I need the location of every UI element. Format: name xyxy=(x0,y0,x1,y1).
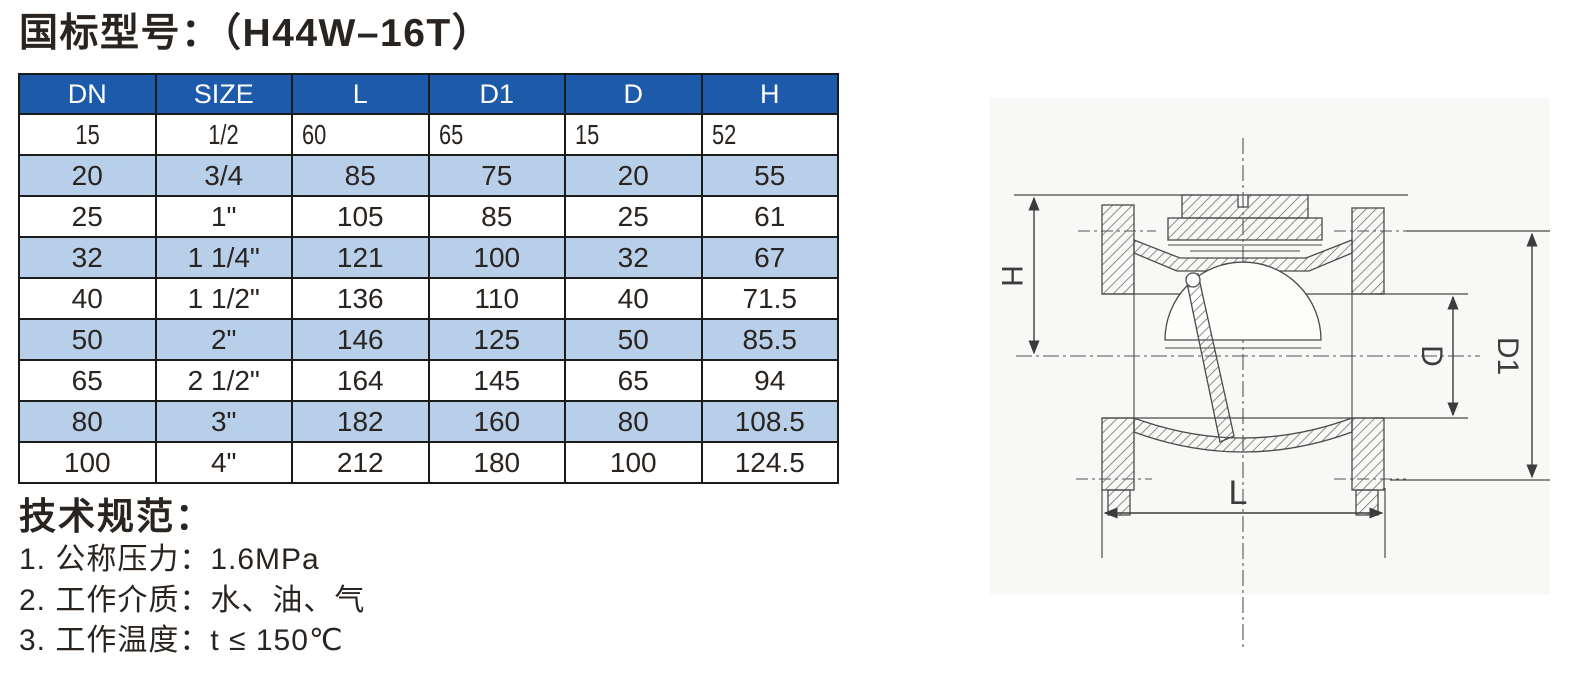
table-cell: 3/4 xyxy=(154,154,293,197)
table-cell: 180 xyxy=(427,441,566,484)
table-cell: 80 xyxy=(18,400,157,443)
specs-list: 1. 公称压力：1.6MPa 2. 工作介质：水、油、气 3. 工作温度：t ≤… xyxy=(19,540,365,662)
table-cell: 1 1/2" xyxy=(154,277,293,320)
table-cell: 3" xyxy=(154,400,293,443)
table-cell: 67 xyxy=(700,236,839,279)
table-cell: 85.5 xyxy=(700,318,839,361)
table-cell: 124.5 xyxy=(700,441,839,484)
table-cell: 1/2 xyxy=(154,113,293,156)
table-cell: 94 xyxy=(700,359,839,402)
table-cell: 25 xyxy=(564,195,703,238)
column-header-h: H xyxy=(700,73,839,115)
table-cell: 61 xyxy=(700,195,839,238)
table-row: 20 3/4 85 75 20 55 xyxy=(18,154,839,197)
table-cell: 160 xyxy=(427,400,566,443)
table-cell: 100 xyxy=(564,441,703,484)
spec-item-temperature: 3. 工作温度：t ≤ 150℃ xyxy=(19,624,344,657)
table-cell: 55 xyxy=(700,154,839,197)
table-cell: 164 xyxy=(291,359,430,402)
table-cell: 20 xyxy=(564,154,703,197)
table-cell: 50 xyxy=(18,318,157,361)
table-cell: 20 xyxy=(18,154,157,197)
table-cell: 85 xyxy=(291,154,430,197)
table-cell: 110 xyxy=(427,277,566,320)
table-cell: 40 xyxy=(18,277,157,320)
table-cell: 4" xyxy=(154,441,293,484)
table-row: 25 1" 105 85 25 61 xyxy=(18,195,839,238)
dim-label-l: L xyxy=(1229,474,1248,512)
table-cell: 146 xyxy=(291,318,430,361)
table-cell: 32 xyxy=(18,236,157,279)
table-cell: 2 1/2" xyxy=(154,359,293,402)
table-cell: 65 xyxy=(18,359,157,402)
table-cell: 145 xyxy=(427,359,566,402)
table-cell: 71.5 xyxy=(700,277,839,320)
table-cell: 182 xyxy=(291,400,430,443)
table-row: 40 1 1/2" 136 110 40 71.5 xyxy=(18,277,839,320)
table-row: 32 1 1/4" 121 100 32 67 xyxy=(18,236,839,279)
table-cell: 2" xyxy=(154,318,293,361)
dimension-table: DN SIZE L D1 D H 15 1/2 60 65 15 52 20 3/4 85 75 20 55 25… xyxy=(18,73,839,484)
column-header-d: D xyxy=(564,73,703,115)
table-cell: 40 xyxy=(564,277,703,320)
page-title: 国标型号：（H44W–16T） xyxy=(19,12,493,55)
specs-title: 技术规范： xyxy=(19,496,214,537)
column-header-dn: DN xyxy=(18,73,157,115)
table-cell: 85 xyxy=(427,195,566,238)
table-cell: 25 xyxy=(18,195,157,238)
table-cell: 65 xyxy=(564,359,703,402)
table-cell: 212 xyxy=(291,441,430,484)
table-cell: 52 xyxy=(700,113,839,156)
table-cell: 1 1/4" xyxy=(154,236,293,279)
column-header-size: SIZE xyxy=(154,73,293,115)
table-cell: 60 xyxy=(291,113,430,156)
table-row: 15 1/2 60 65 15 52 xyxy=(18,113,839,156)
dim-label-h: H xyxy=(995,265,1028,287)
table-cell: 121 xyxy=(291,236,430,279)
scan-background xyxy=(990,98,1550,595)
table-cell: 100 xyxy=(18,441,157,484)
column-header-d1: D1 xyxy=(427,73,566,115)
table-cell: 1" xyxy=(154,195,293,238)
table-cell: 75 xyxy=(427,154,566,197)
table-cell: 32 xyxy=(564,236,703,279)
table-cell: 15 xyxy=(18,113,157,156)
spec-item-pressure: 1. 公称压力：1.6MPa xyxy=(19,543,320,576)
table-row: 50 2" 146 125 50 85.5 xyxy=(18,318,839,361)
dim-label-d1: D1 xyxy=(1491,337,1524,375)
valve-section-drawing: H D D1 L xyxy=(990,98,1550,648)
table-cell: 108.5 xyxy=(700,400,839,443)
valve-body-section xyxy=(1101,194,1385,516)
table-header-row: DN SIZE L D1 D H xyxy=(18,73,839,115)
table-row: 65 2 1/2" 164 145 65 94 xyxy=(18,359,839,402)
table-cell: 80 xyxy=(564,400,703,443)
table-cell: 15 xyxy=(564,113,703,156)
table-row: 100 4" 212 180 100 124.5 xyxy=(18,441,839,484)
table-cell: 100 xyxy=(427,236,566,279)
column-header-l: L xyxy=(291,73,430,115)
dim-label-d: D xyxy=(1415,345,1448,367)
table-cell: 136 xyxy=(291,277,430,320)
table-cell: 65 xyxy=(427,113,566,156)
table-row: 80 3" 182 160 80 108.5 xyxy=(18,400,839,443)
table-cell: 50 xyxy=(564,318,703,361)
hinge-pin xyxy=(1185,272,1201,288)
spec-item-medium: 2. 工作介质：水、油、气 xyxy=(19,583,366,617)
table-cell: 105 xyxy=(291,195,430,238)
table-cell: 125 xyxy=(427,318,566,361)
